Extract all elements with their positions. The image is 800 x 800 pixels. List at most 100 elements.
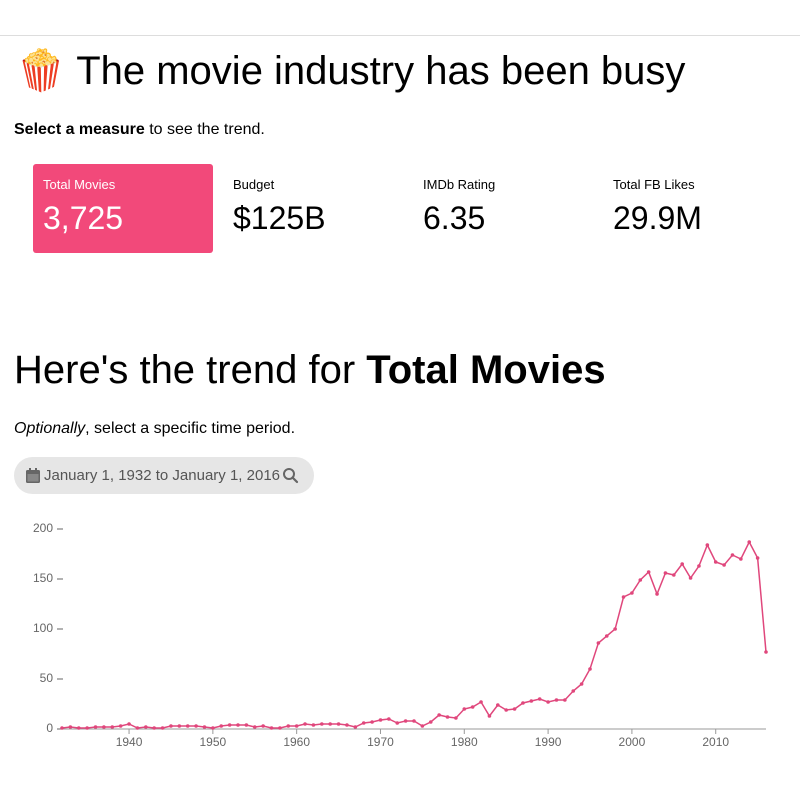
data-point: [185, 724, 190, 728]
data-point: [403, 719, 408, 723]
data-point: [286, 724, 291, 728]
x-tick-label: 1960: [283, 735, 310, 749]
x-tick-label: 1980: [451, 735, 478, 749]
measure-card[interactable]: Budget $125B: [223, 164, 403, 253]
optional-text: , select a specific time period.: [85, 420, 296, 437]
data-point: [521, 701, 525, 705]
x-tick-label: 1950: [200, 735, 227, 749]
calendar-icon: [26, 468, 40, 483]
data-point: [152, 726, 156, 730]
data-point: [177, 724, 182, 728]
search-icon: [283, 467, 299, 483]
data-point: [110, 725, 115, 729]
data-point: [579, 682, 584, 686]
instructions-text: to see the trend.: [149, 121, 265, 138]
data-point: [144, 725, 148, 729]
data-point: [102, 725, 106, 729]
data-point: [646, 570, 651, 574]
measure-card[interactable]: Total Movies 3,725: [33, 164, 213, 253]
data-point: [320, 722, 324, 726]
x-tick-label: 2010: [702, 735, 729, 749]
x-tick-label: 1970: [367, 735, 394, 749]
data-point: [755, 556, 760, 560]
data-point: [722, 563, 726, 567]
card-label: Total Movies: [43, 177, 116, 192]
data-point: [554, 698, 559, 702]
data-point: [328, 722, 332, 726]
data-point: [470, 705, 475, 709]
data-point: [412, 719, 416, 723]
data-point: [60, 726, 64, 730]
card-value: 3,725: [43, 200, 124, 236]
data-point: [437, 713, 441, 717]
data-point: [211, 726, 215, 730]
data-point: [454, 716, 458, 720]
data-point: [370, 720, 374, 724]
data-point: [345, 723, 349, 727]
y-tick-label: 0: [46, 721, 53, 735]
data-point: [294, 724, 299, 728]
data-point: [236, 723, 240, 727]
data-point: [655, 592, 659, 596]
card-label: IMDb Rating: [423, 177, 496, 192]
trend-measure: Total Movies: [366, 348, 606, 392]
data-point: [604, 634, 609, 638]
data-point: [227, 723, 232, 727]
optional-italic: Optionally: [14, 420, 86, 437]
data-point: [613, 627, 617, 631]
card-value: $125B: [233, 200, 326, 236]
data-point: [479, 700, 483, 704]
data-point: [303, 722, 307, 726]
trend-heading: Here's the trend for Total Movies: [14, 344, 606, 396]
data-point: [512, 707, 517, 711]
card-label: Budget: [233, 177, 275, 192]
date-range-text: January 1, 1932 to January 1, 2016: [44, 467, 281, 484]
data-point: [278, 726, 282, 730]
data-point: [462, 707, 467, 711]
trend-line: [61, 540, 767, 729]
data-point: [529, 699, 534, 703]
instructions: Select a measure to see the trend.: [14, 121, 265, 139]
data-point: [596, 641, 601, 645]
optional-note: Optionally, select a specific time perio…: [14, 420, 295, 438]
data-point: [269, 726, 274, 730]
data-point: [378, 718, 383, 722]
data-point: [127, 722, 131, 726]
data-point: [445, 715, 450, 719]
data-point: [353, 725, 358, 729]
data-point: [697, 564, 701, 568]
data-point: [311, 723, 316, 727]
data-point: [194, 724, 198, 728]
date-range-picker[interactable]: January 1, 1932 to January 1, 2016: [14, 457, 314, 494]
data-point: [361, 721, 366, 725]
measure-card[interactable]: IMDb Rating 6.35: [413, 164, 593, 253]
data-point: [85, 726, 89, 730]
data-point: [588, 667, 592, 671]
card-label: Total FB Likes: [613, 177, 695, 192]
data-point: [252, 725, 257, 729]
data-point: [747, 540, 752, 544]
data-point: [713, 560, 718, 564]
x-tick-label: 2000: [619, 735, 646, 749]
data-point: [487, 714, 492, 718]
data-point: [169, 724, 173, 728]
card-value: 6.35: [423, 200, 486, 236]
data-point: [571, 689, 576, 693]
trend-chart: 0 50 100 150 200 1940 1950 1960 1970 1980 1990 2000…: [33, 521, 768, 749]
data-point: [68, 725, 73, 729]
data-point: [663, 571, 668, 575]
data-point: [621, 595, 626, 599]
data-point: [504, 708, 508, 712]
data-point: [395, 721, 400, 725]
data-point: [739, 557, 743, 561]
y-tick-label: 100: [33, 621, 53, 635]
data-point: [261, 724, 265, 728]
data-point: [764, 650, 768, 654]
page-title: 🍿 The movie industry has been busy: [16, 49, 686, 93]
measure-card[interactable]: Total FB Likes 29.9M: [603, 164, 783, 253]
data-point: [387, 717, 391, 721]
data-point: [705, 543, 710, 547]
data-point: [93, 725, 98, 729]
y-tick-label: 150: [33, 571, 53, 585]
